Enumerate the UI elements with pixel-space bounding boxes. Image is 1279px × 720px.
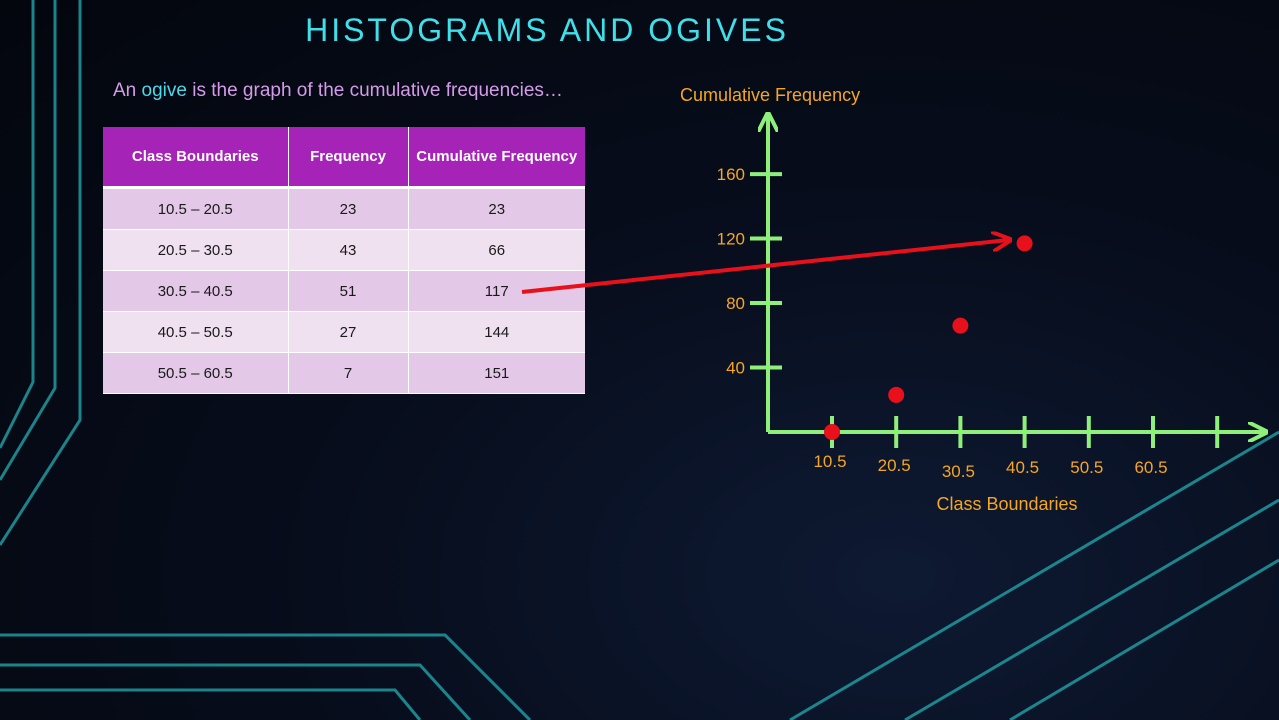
x-tick-label: 50.5 bbox=[1070, 458, 1103, 477]
y-axis-label: Cumulative Frequency bbox=[680, 85, 860, 105]
subtitle-text-before: An bbox=[113, 80, 142, 101]
table-row: 10.5 – 20.5 23 23 bbox=[103, 187, 585, 230]
data-point bbox=[824, 424, 840, 440]
table-header-row: Class Boundaries Frequency Cumulative Fr… bbox=[103, 127, 585, 189]
subtitle-text-after: is the graph of the cumulative frequenci… bbox=[186, 80, 563, 101]
table-row: 50.5 – 60.5 7 151 bbox=[103, 352, 585, 394]
cell-frequency: 7 bbox=[288, 352, 409, 394]
x-tick-label: 20.5 bbox=[878, 456, 911, 475]
cell-cumulative-frequency: 151 bbox=[408, 352, 585, 394]
x-tick-label: 60.5 bbox=[1134, 458, 1167, 477]
pointer-arrow bbox=[521, 240, 1008, 294]
table-row: 40.5 – 50.5 27 144 bbox=[103, 311, 585, 353]
y-tick-label: 160 bbox=[717, 165, 745, 184]
x-tick-label: 10.5 bbox=[813, 452, 846, 471]
header-frequency: Frequency bbox=[288, 127, 409, 189]
table-row: 20.5 – 30.5 43 66 bbox=[103, 229, 585, 271]
subtitle: An ogive is the graph of the cumulative … bbox=[113, 80, 563, 102]
table-row: 30.5 – 40.5 51 117 bbox=[103, 270, 585, 312]
cell-class-boundary: 50.5 – 60.5 bbox=[103, 352, 289, 394]
y-tick-label: 40 bbox=[726, 359, 745, 378]
x-tick-label: 40.5 bbox=[1006, 458, 1039, 477]
data-point bbox=[888, 386, 905, 403]
header-cumulative-frequency: Cumulative Frequency bbox=[408, 127, 585, 189]
cell-cumulative-frequency: 117 bbox=[408, 270, 585, 312]
cell-cumulative-frequency: 23 bbox=[408, 187, 585, 230]
header-class-boundaries: Class Boundaries bbox=[103, 127, 289, 189]
cell-frequency: 23 bbox=[288, 187, 409, 230]
data-point bbox=[952, 317, 969, 334]
cell-class-boundary: 40.5 – 50.5 bbox=[103, 311, 289, 353]
data-point bbox=[1016, 235, 1033, 252]
cell-class-boundary: 10.5 – 20.5 bbox=[103, 187, 289, 230]
cell-frequency: 27 bbox=[288, 311, 409, 353]
frequency-table: Class Boundaries Frequency Cumulative Fr… bbox=[103, 127, 585, 394]
cell-cumulative-frequency: 66 bbox=[408, 229, 585, 271]
y-tick-label: 80 bbox=[726, 294, 745, 313]
cell-frequency: 43 bbox=[288, 229, 409, 271]
x-axis-label: Class Boundaries bbox=[936, 494, 1077, 514]
cell-class-boundary: 30.5 – 40.5 bbox=[103, 270, 289, 312]
cell-frequency: 51 bbox=[288, 270, 409, 312]
cell-class-boundary: 20.5 – 30.5 bbox=[103, 229, 289, 271]
y-tick-label: 120 bbox=[717, 230, 745, 249]
subtitle-emphasis: ogive bbox=[141, 80, 187, 101]
slide-title: HISTOGRAMS AND OGIVES bbox=[305, 12, 789, 48]
x-tick-label: 30.5 bbox=[942, 462, 975, 481]
cell-cumulative-frequency: 144 bbox=[408, 311, 585, 353]
